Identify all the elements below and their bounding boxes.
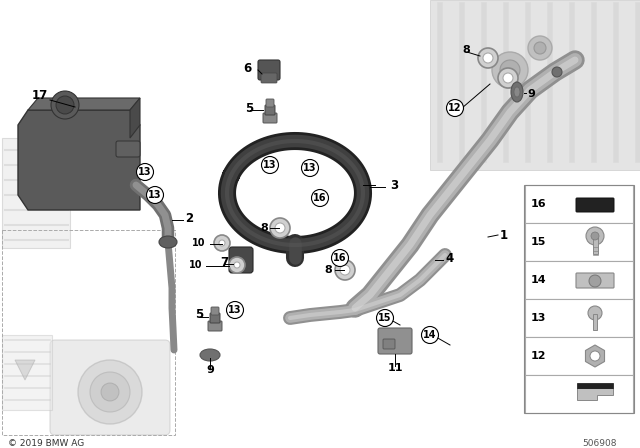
Text: 13: 13 [228,305,242,315]
FancyBboxPatch shape [116,141,140,157]
Text: 1: 1 [500,228,508,241]
Polygon shape [577,388,613,400]
Text: 7: 7 [220,255,228,268]
Text: 4: 4 [445,251,453,264]
Ellipse shape [159,236,177,248]
Text: 9: 9 [527,89,535,99]
Text: 16: 16 [313,193,327,203]
Circle shape [498,68,518,88]
Circle shape [229,257,245,273]
Ellipse shape [514,87,520,97]
Circle shape [534,42,546,54]
Bar [525,223,633,261]
Circle shape [589,275,601,287]
Ellipse shape [511,82,523,102]
Polygon shape [586,345,605,367]
Polygon shape [15,360,35,380]
FancyBboxPatch shape [261,73,277,83]
Circle shape [335,260,355,280]
Circle shape [234,262,240,268]
Text: 8: 8 [462,45,470,55]
Circle shape [478,48,498,68]
Text: 9: 9 [206,365,214,375]
Text: 17: 17 [32,89,48,102]
Circle shape [270,218,290,238]
Text: 12: 12 [448,103,461,113]
Text: 14: 14 [423,330,436,340]
Text: 10: 10 [189,260,202,270]
Text: 12: 12 [531,351,547,361]
FancyBboxPatch shape [265,105,275,115]
Text: 6: 6 [243,61,252,74]
Circle shape [588,306,602,320]
Text: 5: 5 [195,309,204,322]
Circle shape [56,96,74,114]
Ellipse shape [200,349,220,361]
Circle shape [500,60,520,80]
Text: 5: 5 [245,102,253,115]
Circle shape [51,91,79,119]
Polygon shape [28,98,140,110]
Text: 14: 14 [531,275,547,285]
FancyBboxPatch shape [210,313,220,323]
Bar [593,314,597,330]
Bar [577,383,613,388]
Text: 13: 13 [531,313,547,323]
Circle shape [275,223,285,233]
Circle shape [528,36,552,60]
FancyBboxPatch shape [576,273,614,288]
Circle shape [503,73,513,83]
Bar [525,299,633,337]
FancyBboxPatch shape [2,335,52,410]
FancyBboxPatch shape [229,247,253,273]
FancyBboxPatch shape [576,198,614,212]
Polygon shape [18,110,140,210]
Bar [524,185,634,413]
Circle shape [219,240,225,246]
FancyBboxPatch shape [50,340,170,435]
Polygon shape [430,0,640,170]
Text: 506908: 506908 [583,439,617,448]
FancyBboxPatch shape [378,328,412,354]
Circle shape [78,360,142,424]
FancyBboxPatch shape [263,113,277,123]
Circle shape [552,67,562,77]
FancyBboxPatch shape [383,339,395,349]
Bar [525,375,633,413]
Circle shape [483,53,493,63]
Text: 8: 8 [324,265,332,275]
Text: 13: 13 [303,163,317,173]
FancyBboxPatch shape [2,138,70,248]
Circle shape [591,232,599,240]
FancyBboxPatch shape [211,307,219,315]
Text: 11: 11 [387,363,403,373]
Circle shape [214,235,230,251]
Text: 3: 3 [390,178,398,191]
Text: 15: 15 [378,313,392,323]
Circle shape [590,351,600,361]
FancyBboxPatch shape [208,321,222,331]
Text: 16: 16 [333,253,347,263]
Circle shape [101,383,119,401]
Text: 16: 16 [531,199,547,209]
Circle shape [340,265,350,275]
Polygon shape [130,98,140,138]
Text: 10: 10 [191,238,205,248]
Circle shape [586,227,604,245]
FancyBboxPatch shape [258,60,280,80]
Text: 13: 13 [263,160,276,170]
Circle shape [492,52,528,88]
FancyBboxPatch shape [266,99,274,107]
Bar [525,261,633,299]
Text: © 2019 BMW AG: © 2019 BMW AG [8,439,84,448]
Bar [593,238,598,254]
Bar [525,185,633,223]
Bar [525,337,633,375]
Text: 8: 8 [260,223,268,233]
Text: 13: 13 [138,167,152,177]
Text: 2: 2 [185,211,193,224]
Circle shape [90,372,130,412]
Text: 13: 13 [148,190,162,200]
Text: 15: 15 [531,237,547,247]
